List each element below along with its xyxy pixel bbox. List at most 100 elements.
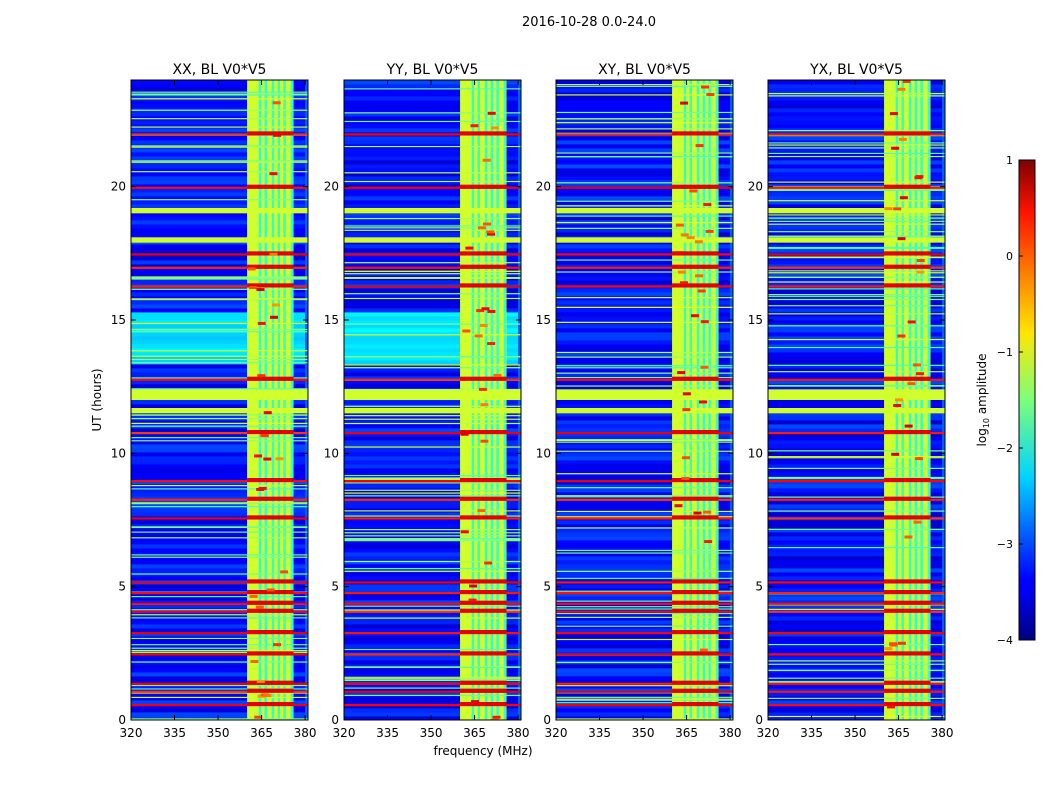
rfi-time-line: [556, 702, 733, 704]
bright-row: [556, 682, 733, 685]
rfi-time-line: [344, 88, 521, 90]
heatmap-row: [344, 564, 521, 569]
rfi-time-line: [344, 482, 521, 484]
bright-band-patch: [884, 630, 931, 634]
x-tick-label: 335: [588, 726, 611, 740]
bright-row: [131, 592, 308, 595]
colorbar-tick-label: −3: [997, 538, 1013, 551]
heatmap-row: [131, 268, 308, 273]
band-patch: [699, 400, 708, 404]
heatmap-row: [768, 552, 945, 557]
rfi-time-line: [131, 684, 308, 687]
rfi-time-line: [344, 229, 521, 231]
y-tick-label: 5: [543, 580, 551, 594]
heatmap-row: [556, 508, 733, 513]
rfi-time-line: [768, 189, 945, 192]
flagged-row: [768, 237, 945, 243]
heatmap-row: [344, 348, 521, 353]
band-patch: [893, 404, 902, 408]
heatmap-image: [344, 80, 521, 720]
heatmap-row: [344, 584, 521, 589]
heatmap-row: [556, 668, 733, 673]
heatmap-row: [344, 220, 521, 225]
heatmap-row: [556, 636, 733, 641]
heatmap-row: [131, 464, 308, 469]
heatmap-row: [344, 496, 521, 501]
heatmap-row: [344, 256, 521, 261]
heatmap-row: [556, 448, 733, 453]
heatmap-row: [768, 100, 945, 105]
heatmap-row: [344, 468, 521, 473]
bright-row: [768, 581, 945, 584]
heatmap-row: [131, 404, 308, 409]
rfi-time-line: [344, 679, 521, 681]
heatmap-row: [556, 424, 733, 429]
heatmap-row: [131, 512, 308, 517]
bright-band-patch: [672, 680, 719, 685]
bright-band-patch: [460, 283, 507, 288]
heatmap-row: [131, 656, 308, 661]
band-patch: [897, 641, 906, 645]
heatmap-row: [556, 152, 733, 157]
rfi-time-line: [556, 473, 733, 475]
rfi-time-line: [131, 688, 308, 690]
bright-row: [344, 480, 521, 483]
heatmap-row: [344, 152, 521, 157]
heatmap-row: [131, 312, 308, 317]
bright-band-patch: [247, 376, 294, 381]
rfi-time-line: [556, 608, 733, 610]
heatmap-row: [556, 268, 733, 273]
band-patch: [898, 137, 907, 141]
heatmap-row: [344, 696, 521, 701]
heatmap-row: [768, 184, 945, 189]
heatmap-row: [131, 576, 308, 581]
band-patch: [248, 286, 257, 290]
bright-band-patch: [884, 264, 931, 269]
band-patch: [913, 520, 922, 524]
band-patch: [482, 222, 491, 226]
heatmap-row: [131, 644, 308, 649]
rfi-time-line: [768, 295, 945, 297]
heatmap-row: [768, 612, 945, 617]
heatmap-row: [556, 584, 733, 589]
bright-row: [344, 610, 521, 613]
heatmap-row: [344, 548, 521, 553]
bright-row: [344, 432, 521, 435]
heatmap-row: [556, 452, 733, 457]
heatmap-row: [344, 628, 521, 633]
rfi-time-line: [344, 474, 521, 477]
bright-band-patch: [884, 608, 931, 613]
heatmap-row: [556, 616, 733, 621]
band-patch: [490, 718, 499, 720]
heatmap-row: [131, 188, 308, 193]
bright-band-patch: [884, 496, 931, 501]
rfi-time-line: [344, 687, 521, 689]
heatmap-row: [556, 552, 733, 557]
bright-row: [344, 592, 521, 595]
heatmap-row: [344, 200, 521, 205]
rfi-time-line: [131, 506, 308, 508]
band-patch: [249, 594, 258, 598]
rfi-time-line: [768, 217, 945, 219]
rfi-time-line: [131, 329, 308, 331]
heatmap-row: [131, 80, 308, 85]
heatmap-row: [131, 600, 308, 605]
rfi-time-line: [556, 221, 733, 224]
heatmap-row: [768, 504, 945, 509]
heatmap-row: [556, 380, 733, 385]
rfi-time-line: [131, 596, 308, 598]
rfi-time-line: [131, 617, 308, 619]
heatmap-row: [131, 676, 308, 681]
heatmap-row: [768, 320, 945, 325]
bright-band-patch: [884, 376, 931, 381]
heatmap-row: [344, 656, 521, 661]
heatmap-row: [768, 368, 945, 373]
heatmap-row: [131, 700, 308, 705]
heatmap-row: [344, 500, 521, 505]
rfi-time-line: [344, 538, 521, 540]
heatmap-row: [768, 364, 945, 369]
bright-band-patch: [884, 184, 931, 189]
rfi-time-line: [131, 93, 308, 95]
band-patch: [680, 233, 689, 237]
heatmap-row: [344, 328, 521, 333]
